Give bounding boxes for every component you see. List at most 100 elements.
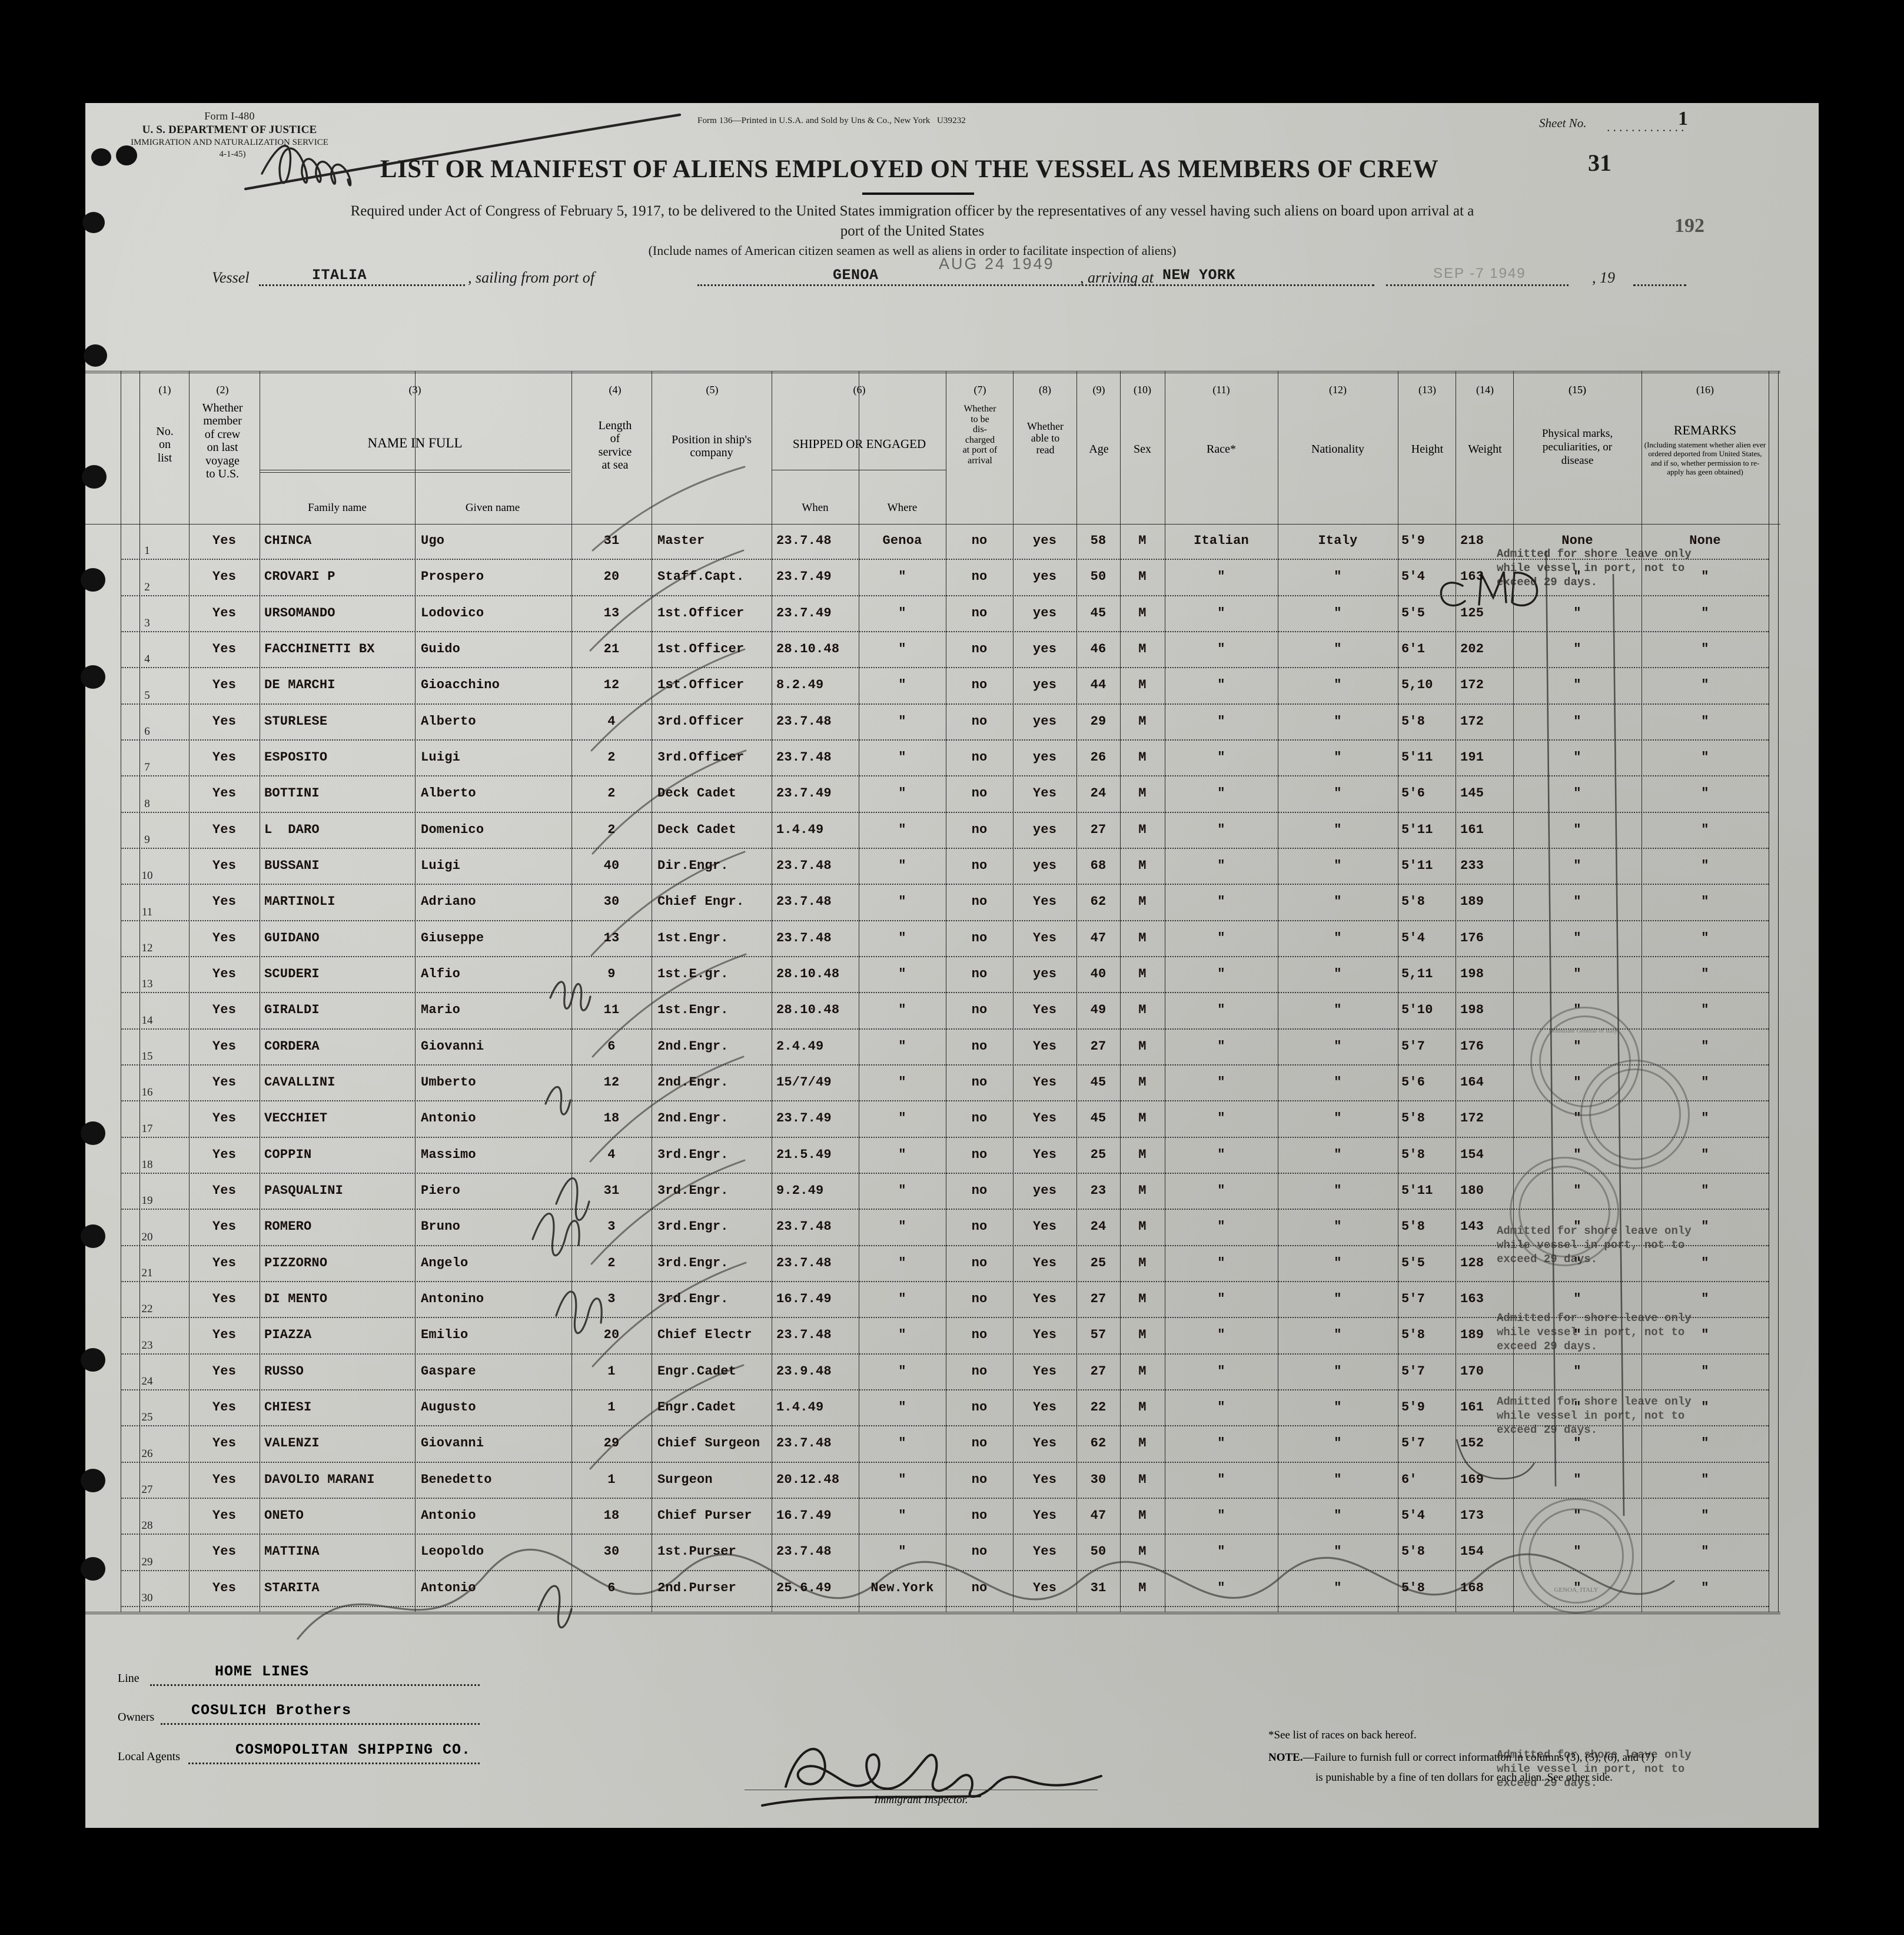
- cell-nationality: ": [1334, 1147, 1342, 1162]
- cell-service: 2: [607, 1255, 616, 1270]
- cell-race: ": [1217, 1003, 1225, 1018]
- cell-weight: 189: [1460, 894, 1484, 910]
- cell-sex: M: [1138, 750, 1147, 765]
- cell-height: 5'11: [1401, 750, 1433, 765]
- col-title-sex: Sex: [1134, 443, 1151, 456]
- cell-where: ": [898, 1327, 906, 1343]
- stamped-remark: Admitted for shore leave only while vess…: [1497, 1312, 1692, 1353]
- cell-read: yes: [1032, 569, 1057, 585]
- title-underline: [862, 192, 974, 195]
- row-separator: [121, 884, 1769, 885]
- cell-nationality: ": [1334, 1003, 1342, 1018]
- cell-position: 3rd.Engr.: [657, 1147, 729, 1162]
- arrival-port: NEW YORK: [1162, 267, 1236, 284]
- printer-imprint: Form 136—Printed in U.S.A. and Sold by U…: [697, 116, 966, 125]
- cell-when: 1.4.49: [776, 822, 824, 837]
- subcol-where: Where: [887, 502, 918, 514]
- col-number-14: (14): [1476, 384, 1494, 396]
- cell-given: Antonino: [421, 1292, 484, 1306]
- cell-weight: 176: [1460, 930, 1484, 945]
- cell-marks: ": [1573, 1327, 1581, 1343]
- cell-race: ": [1217, 1038, 1225, 1054]
- cell-weight: 161: [1460, 1400, 1484, 1415]
- cell-service: 13: [603, 930, 620, 945]
- cell-where: ": [898, 822, 906, 837]
- cell-weight: 176: [1460, 1038, 1484, 1054]
- row-separator: [121, 739, 1769, 741]
- cell-height: 5'6: [1401, 786, 1425, 801]
- cell-height: 5'8: [1401, 1219, 1425, 1234]
- seal-text: GENOA, ITALY: [1554, 1586, 1599, 1594]
- row-number: 7: [144, 761, 150, 774]
- cell-weight: 173: [1460, 1508, 1484, 1523]
- cell-race: ": [1217, 1580, 1225, 1595]
- col-number-13: (13): [1418, 384, 1436, 396]
- row-number: 9: [144, 834, 150, 846]
- cell-sex: M: [1138, 713, 1147, 729]
- cell-sex: M: [1138, 1508, 1147, 1523]
- cell-crew: Yes: [212, 642, 237, 656]
- row-separator: [121, 1569, 1769, 1571]
- cell-discharge: no: [971, 1327, 988, 1343]
- cell-age: 25: [1090, 1147, 1106, 1162]
- cell-age: 40: [1090, 967, 1106, 981]
- cell-weight: 154: [1460, 1544, 1484, 1559]
- column-divider: [415, 371, 416, 1612]
- row-number: 22: [141, 1303, 153, 1316]
- cell-height: 5'5: [1401, 1255, 1425, 1270]
- cell-sex: M: [1138, 1400, 1147, 1415]
- cell-service: 2: [607, 750, 616, 765]
- col-title-shipped-or-engaged: SHIPPED OR ENGAGED: [792, 437, 926, 451]
- stamp-number: 192: [1674, 215, 1704, 237]
- cell-remarks: ": [1701, 569, 1709, 585]
- year-rule: [1633, 284, 1686, 286]
- cell-race: ": [1217, 1508, 1225, 1523]
- cell-discharge: no: [971, 786, 988, 801]
- row-number: 18: [141, 1159, 153, 1171]
- cell-service: 29: [603, 1436, 620, 1451]
- cell-position: 2nd.Engr.: [657, 1075, 729, 1090]
- consular-seal: [1589, 1068, 1681, 1160]
- cell-discharge: no: [971, 750, 988, 765]
- form-number: Form I-480: [204, 110, 255, 122]
- row-separator: [121, 1317, 1769, 1319]
- form-revision: 4-1-45): [219, 150, 246, 159]
- cell-crew: Yes: [212, 786, 237, 801]
- cell-sex: M: [1138, 967, 1147, 981]
- cell-nationality: ": [1334, 1400, 1342, 1415]
- departure-date-stamp: AUG 24 1949: [939, 255, 1055, 273]
- cell-given: Alberto: [421, 713, 476, 729]
- cell-nationality: ": [1334, 967, 1342, 981]
- cell-discharge: no: [971, 967, 988, 981]
- row-separator: [121, 559, 1769, 560]
- stamped-remark: Admitted for shore leave only while vess…: [1497, 547, 1692, 589]
- arriving-at-label: , arriving at: [1080, 269, 1154, 286]
- cell-given: Prospero: [421, 569, 484, 585]
- ink-blot: [81, 1224, 105, 1248]
- cell-read: Yes: [1032, 1436, 1057, 1451]
- cell-read: yes: [1032, 678, 1057, 693]
- arrival-date-stamp: SEP -7 1949: [1433, 265, 1526, 281]
- cell-read: Yes: [1032, 1075, 1057, 1090]
- cell-read: yes: [1032, 642, 1057, 656]
- cell-discharge: no: [971, 1580, 988, 1595]
- cell-age: 27: [1090, 1038, 1106, 1054]
- cell-crew: Yes: [212, 1292, 237, 1306]
- cell-sex: M: [1138, 786, 1147, 801]
- cell-race: ": [1217, 1472, 1225, 1487]
- cell-marks: ": [1573, 713, 1581, 729]
- cell-remarks: ": [1701, 1472, 1709, 1487]
- cell-position: 3rd.Engr.: [657, 1292, 729, 1306]
- sheet-no-label: Sheet No.: [1539, 116, 1587, 130]
- col-title-length-of-service: Length of service at sea: [579, 419, 652, 472]
- row-number: 19: [141, 1194, 153, 1207]
- col-number-2: (2): [216, 384, 229, 396]
- cell-read: Yes: [1032, 786, 1057, 801]
- cell-crew: Yes: [212, 713, 237, 729]
- cell-sex: M: [1138, 822, 1147, 837]
- cell-nationality: ": [1334, 1038, 1342, 1054]
- cell-service: 11: [603, 1003, 620, 1018]
- cell-service: 12: [603, 678, 620, 693]
- ink-blot: [82, 212, 105, 233]
- cell-where: ": [898, 967, 906, 981]
